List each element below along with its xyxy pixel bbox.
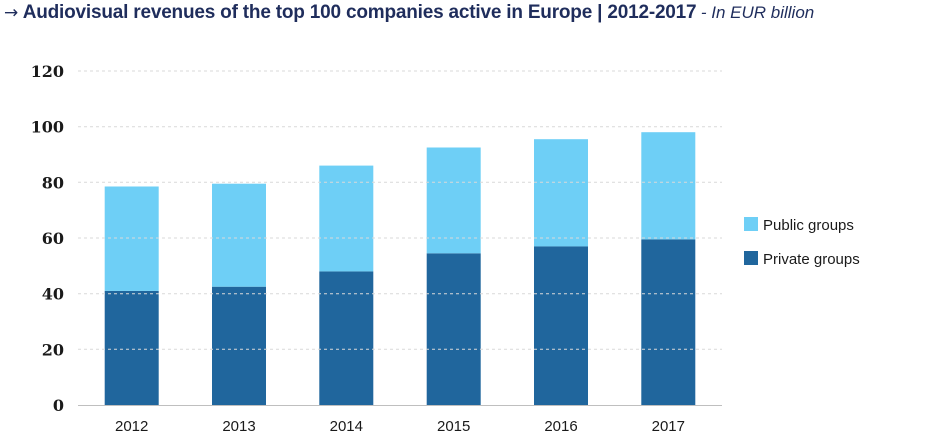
x-tick-label: 2014 xyxy=(330,418,363,435)
bar-private-groups-2013 xyxy=(212,286,266,405)
bar-public-groups-2016 xyxy=(534,139,588,247)
x-tick-label: 2012 xyxy=(115,418,148,435)
bar-public-groups-2015 xyxy=(426,147,481,254)
chart-subtitle: - In EUR billion xyxy=(700,3,815,22)
bar-public-groups-2017 xyxy=(641,132,696,240)
legend-label-public-groups: Public groups xyxy=(763,217,854,234)
legend-swatch-public-groups xyxy=(744,217,758,231)
bar-private-groups-2015 xyxy=(426,253,481,405)
x-tick-label: 2017 xyxy=(652,418,685,435)
chart-title: → Audiovisual revenues of the top 100 co… xyxy=(4,2,939,24)
y-tick-label: 40 xyxy=(42,285,64,304)
x-axis-ticks: 2012 2013 2014 2015 2016 2017 xyxy=(115,418,685,435)
y-tick-label: 120 xyxy=(31,62,64,81)
bar-public-groups-2014 xyxy=(319,165,374,272)
bar-private-groups-2017 xyxy=(641,239,696,405)
y-tick-label: 20 xyxy=(42,340,64,359)
arrow-icon: → xyxy=(4,3,19,23)
x-tick-label: 2013 xyxy=(222,418,255,435)
x-tick-label: 2016 xyxy=(544,418,577,435)
legend: Public groups Private groups xyxy=(744,217,860,268)
legend-swatch-private-groups xyxy=(744,251,758,265)
bar-public-groups-2012 xyxy=(104,186,159,291)
y-tick-label: 0 xyxy=(53,396,64,415)
chart-title-main: Audiovisual revenues of the top 100 comp… xyxy=(22,2,697,23)
gridlines xyxy=(78,70,722,350)
y-tick-label: 80 xyxy=(42,173,64,192)
y-tick-label: 100 xyxy=(31,118,64,137)
y-tick-label: 60 xyxy=(42,229,64,248)
bar-private-groups-2016 xyxy=(534,246,588,405)
bar-private-groups-2012 xyxy=(104,290,159,405)
x-tick-label: 2015 xyxy=(437,418,470,435)
bar-public-groups-2013 xyxy=(212,183,266,287)
legend-label-private-groups: Private groups xyxy=(763,251,860,268)
bars-layer xyxy=(104,132,696,405)
y-axis-ticks: 0 20 40 60 80 100 120 xyxy=(31,62,64,415)
bar-private-groups-2014 xyxy=(319,271,374,405)
